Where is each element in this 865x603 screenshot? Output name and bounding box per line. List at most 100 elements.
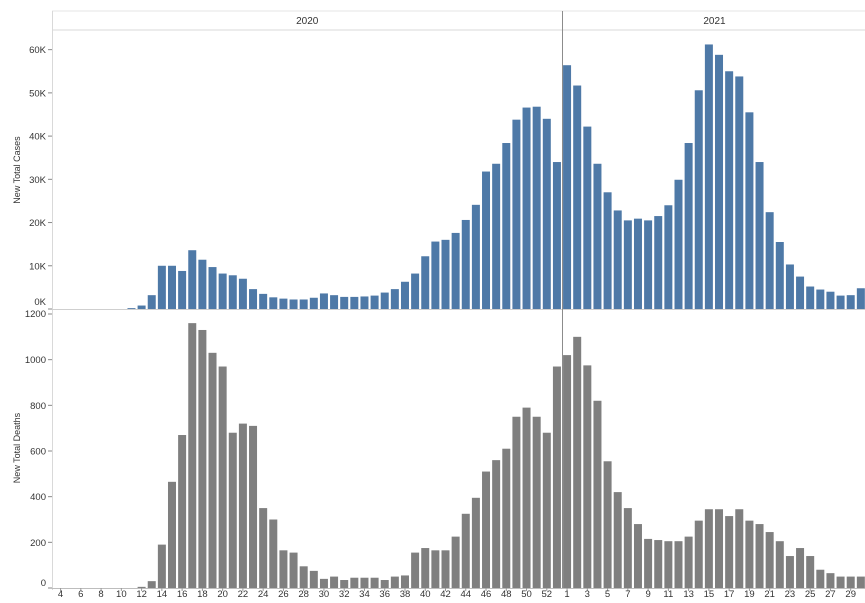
x-tick-label: 25 — [805, 589, 816, 598]
cases-bar — [167, 265, 176, 309]
x-tick-label: 5 — [605, 589, 610, 598]
cases-y-tick-label: 0K — [34, 297, 46, 308]
deaths-bar — [279, 550, 288, 588]
y-axis-title-deaths: New Total Deaths — [12, 412, 22, 483]
cases-bar — [441, 239, 450, 309]
cases-y-tick-label: 10K — [29, 261, 47, 272]
cases-bar — [745, 112, 754, 310]
cases-bar — [137, 305, 146, 309]
deaths-bar — [178, 435, 187, 588]
x-tick-label: 40 — [420, 589, 431, 598]
x-tick-label: 42 — [440, 589, 451, 598]
deaths-bar — [350, 577, 359, 588]
cases-bar — [755, 162, 764, 309]
cases-bar — [785, 264, 794, 309]
cases-bar — [228, 275, 237, 309]
x-tick-label: 7 — [625, 589, 630, 598]
deaths-bar — [208, 352, 217, 588]
deaths-bar — [826, 573, 835, 588]
deaths-bar — [198, 329, 207, 588]
deaths-bar — [583, 365, 592, 588]
deaths-bar — [259, 508, 268, 588]
cases-bar — [826, 291, 835, 309]
cases-bar — [765, 212, 774, 309]
deaths-bar — [806, 556, 815, 588]
cases-bar — [512, 119, 521, 310]
cases-bar — [563, 65, 572, 309]
cases-bar — [603, 192, 612, 309]
cases-bar — [492, 163, 501, 309]
x-tick-label: 34 — [359, 589, 370, 598]
cases-bar — [542, 118, 551, 309]
x-tick-label: 29 — [845, 589, 856, 598]
deaths-bar — [441, 550, 450, 588]
deaths-bar — [654, 540, 663, 588]
x-tick-label: 44 — [460, 589, 471, 598]
deaths-bar — [745, 520, 754, 588]
deaths-bar — [502, 448, 511, 588]
year-label-2020: 2020 — [296, 16, 319, 27]
cases-bar — [269, 297, 278, 309]
cases-bar — [279, 298, 288, 309]
x-tick-label: 24 — [258, 589, 269, 598]
deaths-bar — [725, 516, 734, 588]
deaths-bar — [370, 577, 379, 588]
deaths-bar — [674, 541, 683, 588]
x-tick-label: 11 — [663, 589, 673, 598]
deaths-bar — [238, 423, 247, 588]
x-tick-label: 10 — [116, 589, 127, 598]
x-tick-label: 3 — [585, 589, 590, 598]
x-tick-label: 38 — [400, 589, 411, 598]
cases-bar — [583, 126, 592, 309]
deaths-bar — [563, 355, 572, 588]
x-tick-label: 26 — [278, 589, 289, 598]
cases-bar — [664, 205, 673, 309]
cases-bar — [218, 273, 227, 309]
x-tick-label: 28 — [298, 589, 309, 598]
x-tick-label: 46 — [481, 589, 492, 598]
cases-bar — [573, 85, 582, 309]
cases-bar — [451, 232, 460, 309]
deaths-bar — [319, 578, 328, 588]
cases-bar — [735, 76, 744, 309]
cases-bar — [704, 44, 713, 309]
x-tick-label: 14 — [157, 589, 168, 598]
deaths-bar — [755, 524, 764, 588]
deaths-bar — [765, 532, 774, 588]
x-tick-label: 13 — [683, 589, 694, 598]
cases-y-tick-label: 40K — [29, 132, 47, 143]
deaths-y-tick-label: 1200 — [25, 309, 46, 320]
cases-bar — [522, 107, 531, 309]
deaths-bar — [785, 556, 794, 588]
deaths-bar — [157, 544, 166, 588]
cases-bar — [502, 143, 511, 309]
cases-bar — [796, 276, 805, 309]
cases-bar — [370, 295, 379, 309]
cases-bar — [259, 293, 268, 309]
cases-bar — [400, 281, 409, 309]
cases-bar — [816, 289, 825, 309]
cases-bar — [178, 270, 187, 309]
deaths-bar — [228, 432, 237, 588]
deaths-bar — [299, 566, 308, 588]
deaths-bar — [330, 576, 339, 588]
x-tick-label: 1 — [564, 589, 569, 598]
x-tick-label: 19 — [744, 589, 755, 598]
cases-bar — [715, 54, 724, 309]
cases-bar — [309, 297, 318, 309]
cases-bar — [654, 216, 663, 309]
deaths-y-tick-label: 400 — [30, 492, 46, 503]
deaths-bar — [451, 536, 460, 588]
deaths-bar — [532, 416, 541, 588]
cases-bar — [299, 299, 308, 309]
x-tick-label: 20 — [217, 589, 228, 598]
deaths-bar — [269, 519, 278, 588]
deaths-bar — [644, 538, 653, 588]
cases-bar — [461, 219, 470, 309]
deaths-bar — [421, 548, 430, 588]
cases-bar — [674, 179, 683, 309]
x-tick-label: 4 — [58, 589, 63, 598]
cases-bar — [593, 163, 602, 309]
deaths-bar — [836, 576, 845, 588]
deaths-y-tick-label: 600 — [30, 447, 46, 458]
